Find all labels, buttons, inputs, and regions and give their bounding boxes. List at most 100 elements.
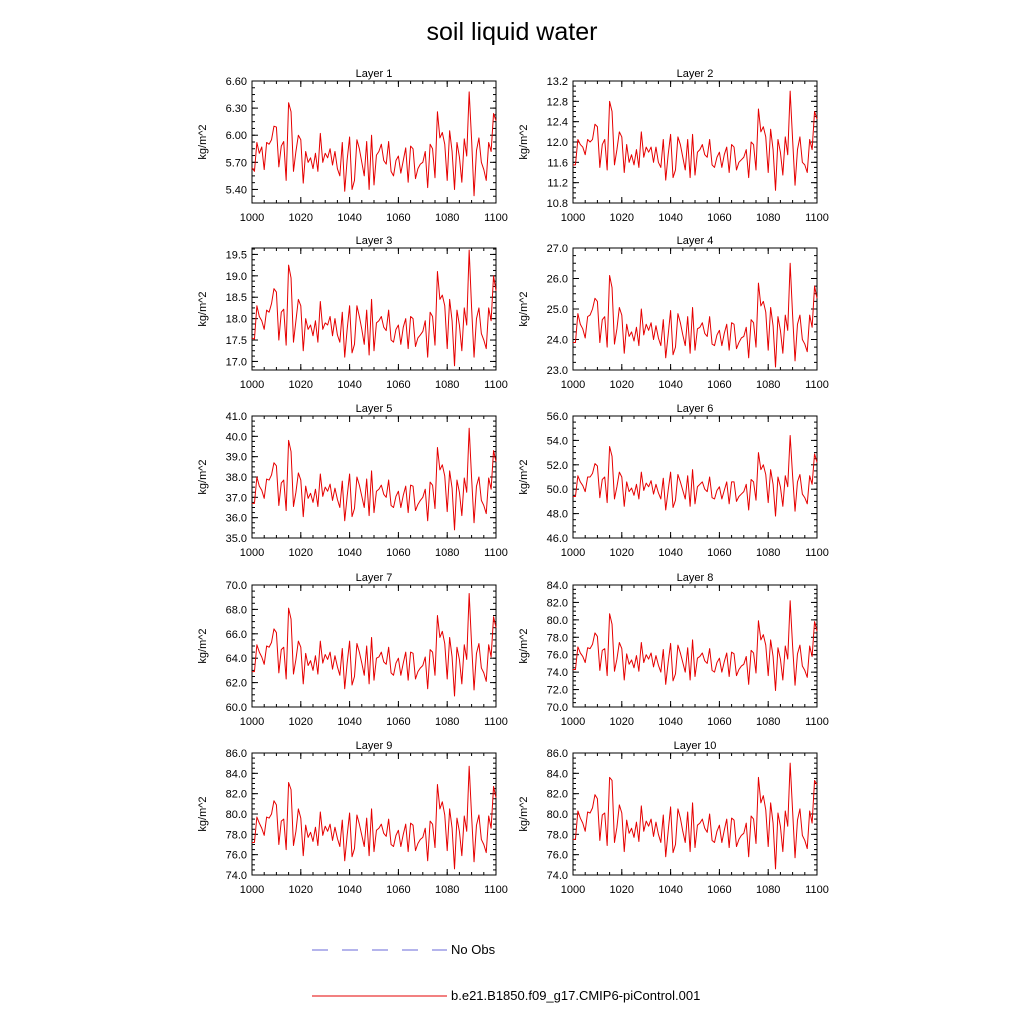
y-axis-label: kg/m^2 xyxy=(197,459,209,494)
y-tick-label: 37.0 xyxy=(226,492,247,504)
x-tick-label: 1000 xyxy=(561,884,585,896)
y-tick-label: 17.0 xyxy=(226,356,247,368)
y-tick-label: 6.00 xyxy=(226,130,247,142)
panel-frame xyxy=(572,752,818,876)
x-tick-label: 1060 xyxy=(386,884,410,896)
x-tick-label: 1080 xyxy=(435,547,459,559)
y-tick-label: 46.0 xyxy=(547,533,568,545)
series-line xyxy=(251,249,497,367)
x-tick-label: 1040 xyxy=(337,212,361,224)
y-tick-label: 50.0 xyxy=(547,484,568,496)
panel-layer-6: Layer 6 kg/m^2 46.0 48.0 50.0 52.0 54.0 56.0 100… xyxy=(518,403,829,559)
panel-title: Layer 4 xyxy=(677,235,714,247)
y-tick-label: 27.0 xyxy=(547,243,568,255)
x-tick-label: 1040 xyxy=(658,212,682,224)
panel-layer-7: Layer 7 kg/m^2 60.0 62.0 64.0 66.0 68.0 70.0 100… xyxy=(197,572,508,728)
y-tick-label: 76.0 xyxy=(547,850,568,862)
y-tick-label: 84.0 xyxy=(547,768,568,780)
panel-title: Layer 9 xyxy=(356,740,393,752)
x-tick-label: 1060 xyxy=(707,547,731,559)
y-tick-label: 78.0 xyxy=(226,829,247,841)
x-tick-label: 1080 xyxy=(756,212,780,224)
x-tick-label: 1100 xyxy=(805,716,829,728)
y-tick-label: 12.4 xyxy=(547,117,568,129)
panel-layer-3: Layer 3 kg/m^2 17.0 17.5 18.0 18.5 19.0 19.5 100… xyxy=(197,235,508,391)
y-axis-label: kg/m^2 xyxy=(518,291,530,326)
x-tick-label: 1080 xyxy=(756,884,780,896)
x-tick-label: 1020 xyxy=(289,716,313,728)
x-tick-label: 1040 xyxy=(658,547,682,559)
x-tick-label: 1020 xyxy=(610,212,634,224)
x-tick-label: 1020 xyxy=(610,884,634,896)
legend: No Obs b.e21.B1850.f09_g17.CMIP6-piContr… xyxy=(312,942,700,1003)
series-line xyxy=(252,765,497,870)
x-tick-label: 1040 xyxy=(658,716,682,728)
y-tick-label: 10.8 xyxy=(547,198,568,210)
x-tick-label: 1020 xyxy=(610,716,634,728)
panel-frame xyxy=(251,752,497,876)
x-tick-label: 1000 xyxy=(240,716,264,728)
y-tick-label: 36.0 xyxy=(226,513,247,525)
x-tick-label: 1060 xyxy=(386,716,410,728)
x-tick-label: 1060 xyxy=(386,379,410,391)
y-tick-label: 23.0 xyxy=(547,365,568,377)
series-line xyxy=(573,262,818,368)
x-tick-label: 1060 xyxy=(386,547,410,559)
x-tick-label: 1040 xyxy=(337,716,361,728)
x-tick-label: 1000 xyxy=(561,716,585,728)
y-axis-label: kg/m^2 xyxy=(518,124,530,159)
x-tick-label: 1000 xyxy=(240,884,264,896)
x-tick-label: 1100 xyxy=(484,716,508,728)
y-tick-label: 17.5 xyxy=(226,335,247,347)
x-tick-label: 1000 xyxy=(561,212,585,224)
y-tick-label: 86.0 xyxy=(226,748,247,760)
y-tick-label: 54.0 xyxy=(547,435,568,447)
x-tick-label: 1100 xyxy=(484,379,508,391)
panel-layer-8: Layer 8 kg/m^2 70.0 72.0 74.0 76.0 78.0 80.0 82.… xyxy=(518,572,829,728)
x-tick-label: 1000 xyxy=(561,379,585,391)
y-tick-label: 24.0 xyxy=(547,335,568,347)
x-tick-label: 1060 xyxy=(386,212,410,224)
legend-obs-label: No Obs xyxy=(451,942,496,957)
x-tick-label: 1020 xyxy=(610,379,634,391)
y-axis-label: kg/m^2 xyxy=(197,124,209,159)
x-tick-label: 1020 xyxy=(289,212,313,224)
y-tick-label: 74.0 xyxy=(547,870,568,882)
y-tick-label: 18.5 xyxy=(226,292,247,304)
y-tick-label: 19.5 xyxy=(226,249,247,261)
y-tick-label: 6.30 xyxy=(226,103,247,115)
y-tick-label: 84.0 xyxy=(226,768,247,780)
panels: Layer 1 kg/m^2 5.40 5.70 6.00 6.30 6.60 1000 102… xyxy=(197,68,829,896)
x-tick-label: 1000 xyxy=(561,547,585,559)
x-tick-label: 1060 xyxy=(707,212,731,224)
y-axis-label: kg/m^2 xyxy=(518,628,530,663)
y-tick-label: 80.0 xyxy=(226,809,247,821)
y-tick-label: 80.0 xyxy=(547,809,568,821)
panel-title: Layer 6 xyxy=(677,403,714,415)
y-tick-label: 12.0 xyxy=(547,137,568,149)
panel-title: Layer 8 xyxy=(677,572,714,584)
x-tick-label: 1080 xyxy=(435,884,459,896)
y-tick-label: 5.40 xyxy=(226,184,247,196)
y-tick-label: 26.0 xyxy=(547,274,568,286)
x-tick-label: 1040 xyxy=(337,379,361,391)
y-tick-label: 35.0 xyxy=(226,533,247,545)
y-tick-label: 48.0 xyxy=(547,509,568,521)
y-tick-label: 52.0 xyxy=(547,460,568,472)
y-tick-label: 70.0 xyxy=(547,702,568,714)
y-tick-label: 39.0 xyxy=(226,452,247,464)
y-tick-label: 41.0 xyxy=(226,411,247,423)
x-tick-label: 1060 xyxy=(707,716,731,728)
x-tick-label: 1100 xyxy=(484,212,508,224)
y-tick-label: 12.8 xyxy=(547,96,568,108)
x-tick-label: 1080 xyxy=(756,547,780,559)
series-line xyxy=(252,427,497,531)
y-tick-label: 82.0 xyxy=(547,597,568,609)
panel-title: Layer 3 xyxy=(356,235,393,247)
y-tick-label: 66.0 xyxy=(226,629,247,641)
y-tick-label: 6.60 xyxy=(226,76,247,88)
x-tick-label: 1040 xyxy=(658,379,682,391)
y-tick-label: 86.0 xyxy=(547,748,568,760)
x-tick-label: 1020 xyxy=(289,547,313,559)
